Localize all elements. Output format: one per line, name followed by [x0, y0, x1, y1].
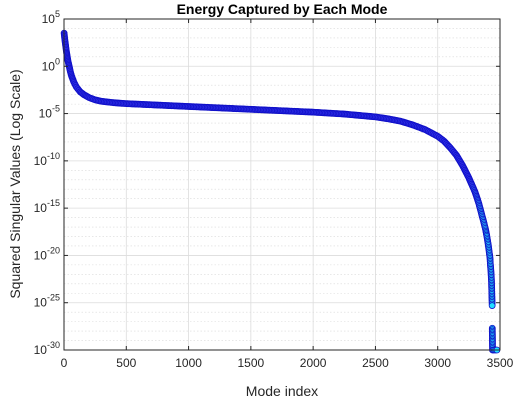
x-tick-label: 2500 — [362, 356, 389, 370]
y-tick-label: 10-25 — [34, 293, 60, 310]
y-tick-label: 10-5 — [39, 104, 60, 121]
x-tick-label: 1500 — [238, 356, 265, 370]
chart-title: Energy Captured by Each Mode — [177, 1, 388, 17]
minor-grid — [64, 28, 500, 341]
data-markers — [60, 29, 501, 354]
x-tick-label: 500 — [116, 356, 136, 370]
y-tick-label: 105 — [42, 9, 60, 26]
x-tick-label: 3000 — [424, 356, 451, 370]
y-axis: 105 100 10-5 10-10 10-15 10-20 10-25 10-30 — [34, 9, 500, 357]
plot-area — [64, 19, 500, 350]
x-tick-label: 0 — [61, 356, 68, 370]
y-axis-label: Squared Singular Values (Log Scale) — [7, 69, 23, 298]
y-tick-label: 10-20 — [34, 245, 60, 262]
x-tick-label: 3500 — [487, 356, 514, 370]
y-tick-label: 100 — [42, 56, 60, 73]
plot-frame — [63, 18, 501, 351]
x-tick-label: 2000 — [300, 356, 327, 370]
y-tick-label: 10-10 — [34, 151, 60, 168]
y-tick-label: 10-15 — [34, 198, 60, 215]
x-axis-label: Mode index — [246, 383, 318, 399]
y-tick-label: 10-30 — [34, 340, 60, 357]
data-point — [488, 302, 496, 309]
x-axis: 0 500 1000 1500 2000 2500 3000 3500 — [61, 19, 514, 370]
x-tick-label: 1000 — [175, 356, 202, 370]
